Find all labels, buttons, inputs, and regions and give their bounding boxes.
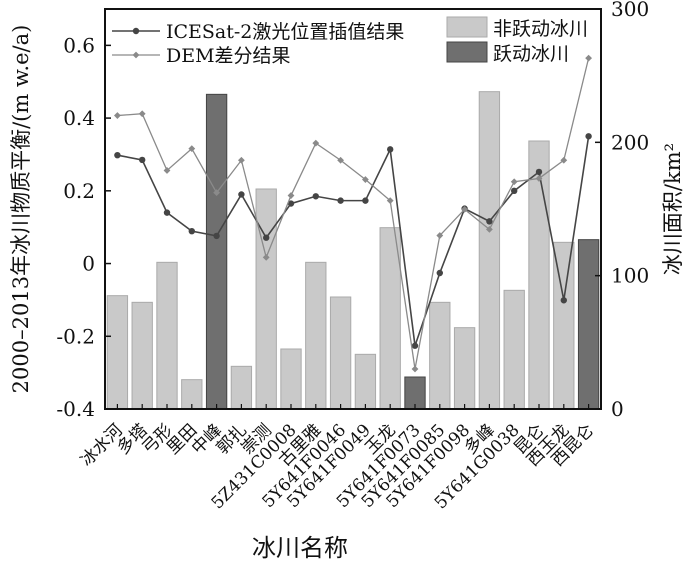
data-point	[238, 191, 245, 198]
data-point	[312, 193, 319, 200]
y2-tick-label: 100	[611, 264, 649, 288]
bar	[280, 348, 302, 410]
legend-label-nonsurge: 非跃动冰川	[493, 18, 588, 40]
legend-label-icesat: ICESat-2激光位置插值结果	[166, 21, 404, 43]
data-point	[486, 225, 493, 233]
y2-tick-label: 200	[611, 130, 649, 154]
bar	[230, 365, 253, 410]
data-point	[312, 139, 320, 147]
data-point	[386, 197, 394, 205]
data-point	[114, 151, 121, 159]
y-tick-label: 0.4	[63, 106, 95, 130]
data-point	[585, 133, 592, 140]
series-line-2	[117, 57, 590, 370]
bar	[255, 188, 277, 410]
data-point	[585, 54, 592, 62]
data-point	[535, 175, 543, 182]
data-point	[238, 156, 245, 164]
legend-label-dem: DEM差分结果	[166, 45, 291, 67]
y-tick-label: 0.6	[63, 33, 95, 57]
bar	[503, 289, 525, 410]
bar	[106, 295, 129, 410]
bar	[354, 353, 377, 410]
data-point	[287, 200, 295, 207]
data-point	[362, 197, 369, 204]
y-tick-label: 0	[82, 252, 95, 276]
legend-label-surge: 跃动冰川	[493, 43, 569, 65]
legend-swatch-nonsurge	[446, 16, 488, 38]
bar	[131, 301, 153, 410]
data-point	[411, 365, 419, 373]
data-point	[163, 167, 171, 174]
bar	[305, 261, 327, 410]
y2-tick-label: 0	[611, 397, 624, 421]
data-point	[163, 209, 171, 216]
y-tick-label: -0.4	[56, 397, 95, 421]
data-point	[114, 112, 121, 119]
y-tick-label: 0.2	[63, 179, 95, 203]
bar	[156, 261, 178, 410]
bar	[429, 301, 451, 410]
data-point	[337, 197, 344, 204]
bar	[379, 227, 401, 410]
data-point	[510, 178, 518, 186]
y2-tick-label: 300	[611, 0, 649, 21]
data-point	[436, 232, 444, 239]
data-point	[560, 156, 568, 164]
bar	[329, 296, 352, 410]
data-point	[337, 156, 344, 164]
series-line-1	[117, 136, 590, 346]
y-axis-title: 2000–2013年冰川物质平衡/(m w.e/a)	[9, 25, 33, 394]
data-point	[387, 146, 394, 153]
data-point	[362, 176, 369, 183]
legend-marker-dem	[132, 51, 140, 59]
y2-axis-title: 冰川面积/km²	[661, 143, 685, 275]
data-point	[535, 168, 543, 176]
legend-marker-icesat	[132, 27, 140, 35]
data-point	[262, 253, 270, 261]
data-point	[511, 187, 518, 195]
plot-frame	[104, 8, 602, 410]
data-point	[263, 234, 270, 241]
data-point	[486, 218, 493, 225]
legend-swatch-surge	[446, 41, 488, 63]
data-point	[287, 192, 295, 199]
bar	[205, 93, 228, 410]
data-point	[213, 189, 220, 197]
bar	[478, 91, 501, 410]
data-point	[436, 269, 443, 277]
data-point	[213, 232, 220, 240]
bar	[453, 327, 476, 410]
data-point	[188, 227, 195, 235]
data-point	[461, 205, 468, 213]
data-point	[139, 156, 146, 164]
data-point	[560, 297, 567, 304]
data-point	[411, 342, 419, 349]
bar	[577, 239, 600, 410]
data-point	[188, 145, 196, 153]
y-tick-label: -0.2	[56, 324, 95, 348]
data-point	[138, 110, 146, 118]
x-axis-title: 冰川名称	[252, 534, 348, 562]
